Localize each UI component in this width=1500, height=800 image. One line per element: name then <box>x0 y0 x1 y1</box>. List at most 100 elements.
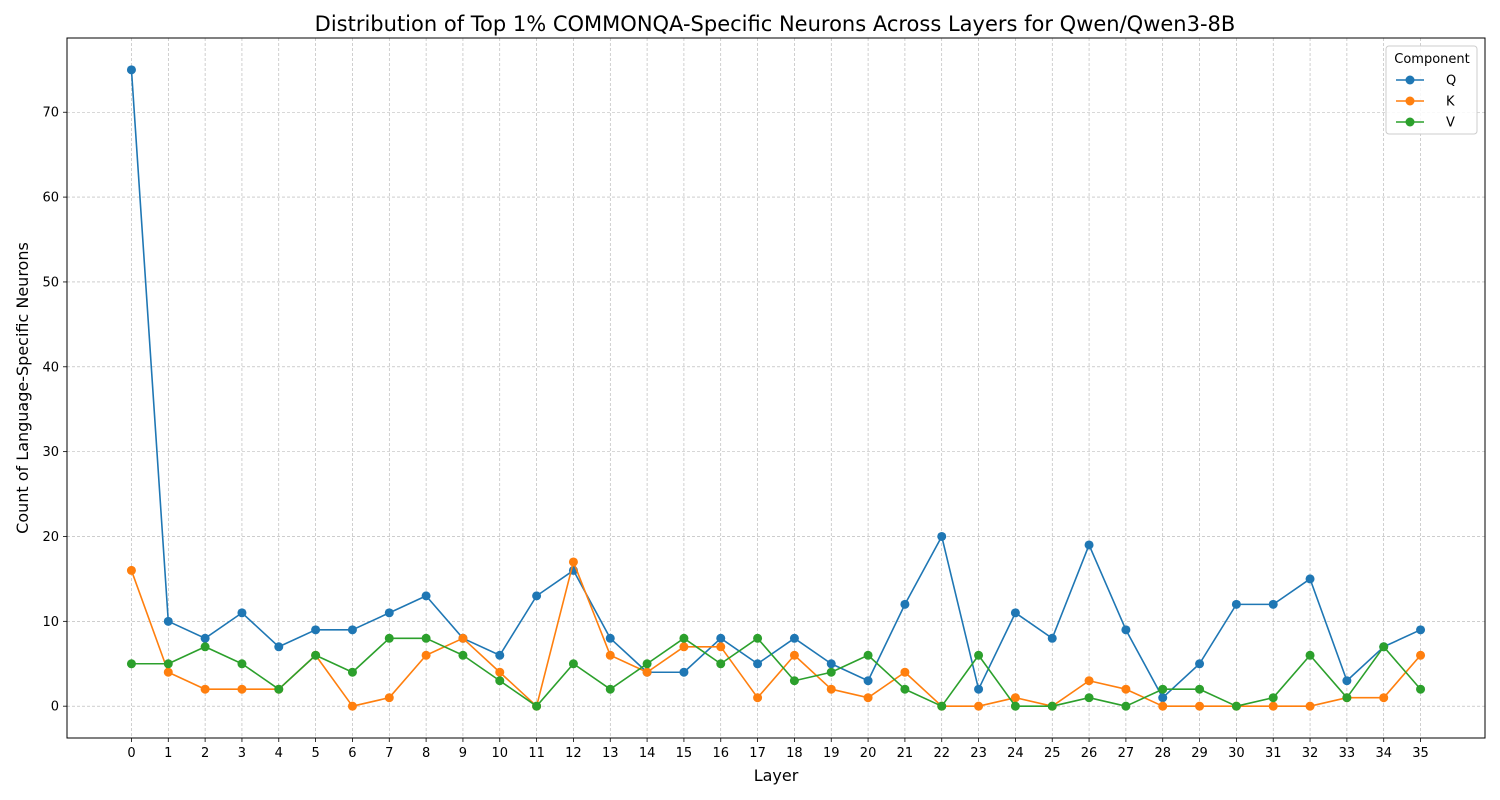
series-k-point <box>421 650 431 660</box>
x-tick-label: 9 <box>459 746 467 761</box>
series-v <box>126 633 1426 711</box>
y-tick-label: 50 <box>42 275 59 290</box>
series-q-point <box>1121 625 1131 635</box>
legend-swatch-marker <box>1405 96 1415 106</box>
series-q-point <box>1342 676 1352 686</box>
x-tick-label: 24 <box>1007 746 1024 761</box>
series-k-point <box>568 557 578 567</box>
series-v-point <box>974 650 984 660</box>
legend-item-k: K <box>1396 95 1455 110</box>
x-tick-label: 1 <box>164 746 172 761</box>
series-q-point <box>1195 659 1205 669</box>
x-tick-label: 30 <box>1228 746 1245 761</box>
series-v-point <box>1379 642 1389 652</box>
series-k-point <box>1158 701 1168 711</box>
series-v-point <box>1268 693 1278 703</box>
series-k-point <box>974 701 984 711</box>
series-k-point <box>753 693 763 703</box>
series-v-point <box>1305 650 1315 660</box>
series-k-point <box>347 701 357 711</box>
x-tick-label: 32 <box>1302 746 1319 761</box>
legend: Component QKV <box>1385 45 1478 135</box>
x-tick-label: 21 <box>897 746 914 761</box>
series-k-point <box>863 693 873 703</box>
series-q-point <box>1416 625 1426 635</box>
x-tick-label: 8 <box>422 746 430 761</box>
series-q-point <box>1158 693 1168 703</box>
y-tick-label: 70 <box>42 106 59 121</box>
series-q-point <box>863 676 873 686</box>
x-tick-label: 17 <box>749 746 766 761</box>
series-v-point <box>826 667 836 677</box>
series-q-point <box>532 591 542 601</box>
series-q-point <box>605 633 615 643</box>
series-q-point <box>421 591 431 601</box>
legend-item-q: Q <box>1396 74 1456 89</box>
x-tick-label: 33 <box>1339 746 1356 761</box>
series-k-point <box>200 684 210 694</box>
series-q-point <box>163 616 173 626</box>
series-k-point <box>384 693 394 703</box>
series-k-point <box>163 667 173 677</box>
series-k-point <box>642 667 652 677</box>
series-k-point <box>1268 701 1278 711</box>
series-k-point <box>458 633 468 643</box>
series-k-point <box>1010 693 1020 703</box>
series-q-point <box>937 531 947 541</box>
series-q-point <box>753 659 763 669</box>
series-q-point <box>974 684 984 694</box>
series-v-point <box>1195 684 1205 694</box>
series-v-point <box>863 650 873 660</box>
x-tick-label: 29 <box>1191 746 1208 761</box>
y-tick-label: 20 <box>42 530 59 545</box>
legend-label: V <box>1446 116 1455 131</box>
series-v-point <box>1342 693 1352 703</box>
series-q-point <box>716 633 726 643</box>
y-axis: 0 10 20 30 40 50 60 70 <box>42 106 67 715</box>
series-k-point <box>826 684 836 694</box>
series-v-point <box>237 659 247 669</box>
x-tick-label: 26 <box>1081 746 1098 761</box>
y-tick-label: 60 <box>42 191 59 206</box>
series-q-point <box>1305 574 1315 584</box>
x-tick-label: 18 <box>786 746 803 761</box>
legend-swatch-marker <box>1405 117 1415 127</box>
series-q-point <box>126 65 136 75</box>
series-v-point <box>458 650 468 660</box>
series-k-point <box>126 565 136 575</box>
series-v-point <box>421 633 431 643</box>
series-k-point <box>1416 650 1426 660</box>
x-tick-label: 20 <box>860 746 877 761</box>
legend-title: Component <box>1394 52 1469 67</box>
x-tick-label: 16 <box>712 746 729 761</box>
series-v-point <box>384 633 394 643</box>
series-v-point <box>274 684 284 694</box>
series-q-point <box>900 599 910 609</box>
series-v-point <box>605 684 615 694</box>
series-v-point <box>1231 701 1241 711</box>
series-q-point <box>200 633 210 643</box>
series-q-point <box>495 650 505 660</box>
x-tick-label: 31 <box>1265 746 1282 761</box>
legend-box <box>1385 45 1478 135</box>
series-v-point <box>1047 701 1057 711</box>
series-k-point <box>679 642 689 652</box>
series-q-point <box>237 608 247 618</box>
series-v-line <box>131 637 1422 707</box>
x-tick-label: 23 <box>970 746 987 761</box>
series-v-point <box>1158 684 1168 694</box>
x-tick-label: 19 <box>823 746 840 761</box>
series-v-point <box>495 676 505 686</box>
y-tick-label: 10 <box>42 615 59 630</box>
legend-label: Q <box>1446 74 1456 89</box>
x-tick-label: 3 <box>238 746 246 761</box>
x-tick-label: 35 <box>1412 746 1429 761</box>
legend-items: QKV <box>1396 74 1456 131</box>
series-v-point <box>753 633 763 643</box>
series-q-point <box>384 608 394 618</box>
x-tick-label: 34 <box>1375 746 1392 761</box>
series-k-point <box>716 642 726 652</box>
x-tick-label: 28 <box>1154 746 1171 761</box>
series-q-point <box>1047 633 1057 643</box>
x-tick-label: 10 <box>491 746 508 761</box>
